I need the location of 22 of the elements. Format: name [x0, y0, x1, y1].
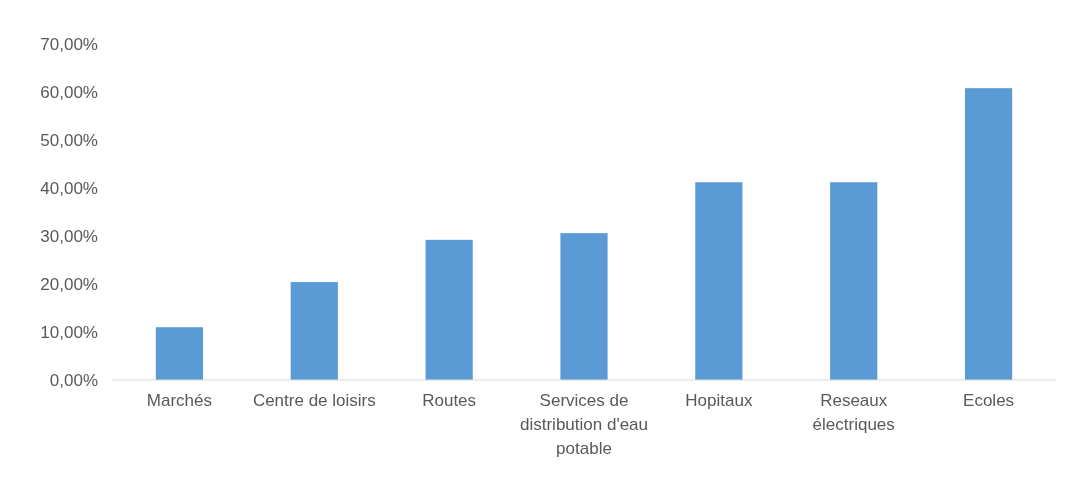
x-tick-label: Marchés — [146, 391, 213, 411]
y-tick-label: 70,00% — [40, 34, 98, 54]
bar — [290, 282, 338, 380]
y-tick-label: 40,00% — [40, 178, 98, 198]
bar — [560, 233, 608, 380]
x-tick-label: Centre de loisirs — [252, 391, 376, 411]
bar — [425, 239, 473, 380]
y-tick-label: 20,00% — [40, 274, 98, 294]
x-tick-label: Ecoles — [963, 391, 1015, 411]
x-tick-label: Routes — [422, 391, 477, 411]
bar — [155, 327, 204, 380]
y-tick-label: 10,00% — [40, 322, 98, 342]
bar — [695, 182, 743, 380]
bar — [830, 182, 878, 380]
x-tick-label: Services de distribution d'eau potable — [520, 391, 648, 458]
y-tick-label: 50,00% — [40, 130, 98, 150]
y-tick-label: 60,00% — [40, 82, 98, 102]
x-tick-label: Reseaux électriques — [812, 391, 895, 434]
y-tick-label: 0,00% — [49, 370, 98, 390]
x-tick-label: Hopitaux — [685, 391, 753, 411]
y-tick-label: 30,00% — [40, 226, 98, 246]
bar — [964, 88, 1013, 380]
